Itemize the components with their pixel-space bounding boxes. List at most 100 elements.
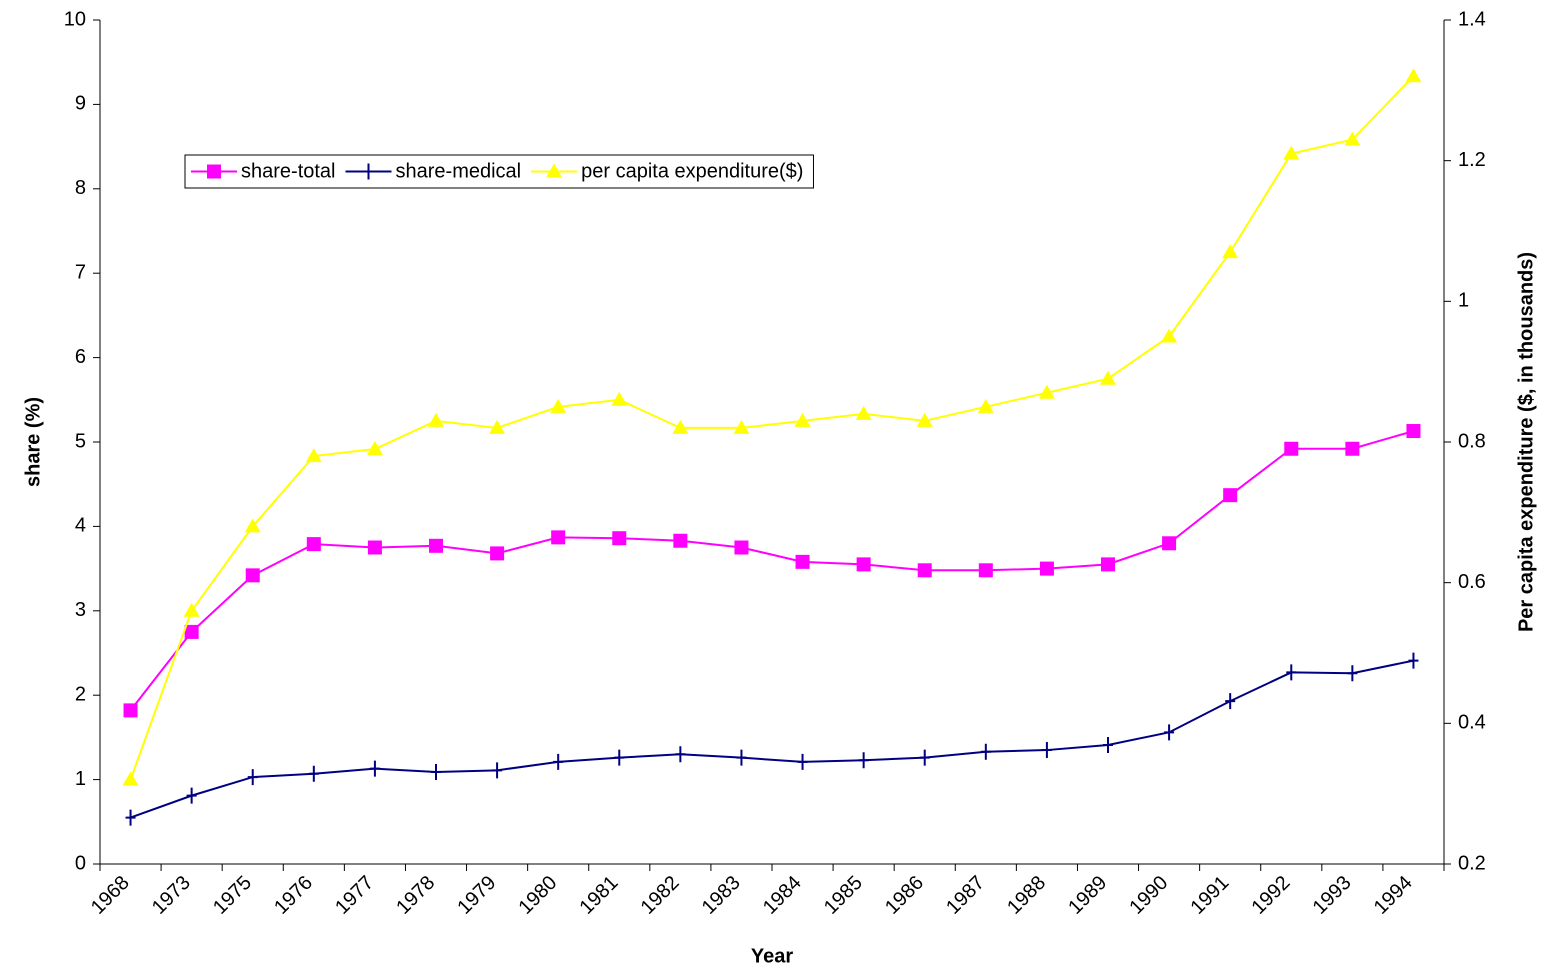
x-tick-label: 1975 xyxy=(209,872,256,919)
x-tick-label: 1991 xyxy=(1186,872,1233,919)
marker xyxy=(1162,536,1177,551)
x-tick-label: 1986 xyxy=(881,872,928,919)
marker xyxy=(919,749,930,766)
legend-label: share-medical xyxy=(396,160,522,182)
marker xyxy=(183,602,200,617)
marker xyxy=(1103,736,1113,753)
series-line xyxy=(129,430,1414,712)
legend-label: per capita expenditure($) xyxy=(581,160,803,182)
y-tick-label: 6 xyxy=(75,346,86,368)
marker xyxy=(978,563,993,578)
marker xyxy=(207,164,221,179)
marker xyxy=(429,538,443,553)
y2-tick-label: 0.2 xyxy=(1458,852,1486,874)
marker xyxy=(855,405,872,420)
x-tick-label: 1973 xyxy=(148,872,195,919)
legend: share-total share-medical per capita expen… xyxy=(184,154,814,189)
y2-tick-label: 1.4 xyxy=(1458,8,1486,30)
y-tick-label: 2 xyxy=(75,683,86,705)
x-tick-label: 1992 xyxy=(1248,872,1295,919)
series-line xyxy=(129,75,1415,780)
marker xyxy=(1345,441,1360,456)
y-tick-label: 8 xyxy=(75,177,86,199)
x-tick-label: 1989 xyxy=(1064,872,1111,919)
marker xyxy=(551,530,566,545)
y2-tick-label: 0.8 xyxy=(1458,430,1486,452)
marker xyxy=(125,809,136,826)
marker xyxy=(1039,561,1054,576)
marker xyxy=(1041,742,1052,759)
x-tick-label: 1985 xyxy=(820,872,867,919)
x-tick-label: 1976 xyxy=(270,872,317,919)
x-tick-label: 1993 xyxy=(1309,872,1356,919)
marker xyxy=(795,554,810,569)
marker xyxy=(734,540,749,555)
marker xyxy=(306,537,321,552)
x-tick-label: 1981 xyxy=(576,872,623,919)
x-tick-label: 1978 xyxy=(392,872,439,919)
y-axis-title: share (%) xyxy=(22,397,44,487)
marker xyxy=(244,518,261,533)
x-tick-label: 1988 xyxy=(1003,872,1050,919)
marker xyxy=(431,764,441,781)
marker xyxy=(428,412,444,427)
y-tick-label: 4 xyxy=(75,515,86,537)
marker xyxy=(546,163,563,178)
marker xyxy=(184,624,199,639)
x-tick-label: 1968 xyxy=(87,872,134,919)
marker xyxy=(611,391,628,406)
marker xyxy=(308,765,319,782)
marker xyxy=(672,419,689,434)
marker xyxy=(1223,488,1238,503)
marker xyxy=(369,760,380,777)
legend-label: share-total xyxy=(241,160,336,182)
marker xyxy=(489,419,506,434)
marker xyxy=(367,540,382,555)
marker xyxy=(916,412,933,427)
marker xyxy=(977,398,994,413)
y-tick-label: 10 xyxy=(64,8,86,30)
marker xyxy=(1222,244,1239,259)
marker xyxy=(550,398,567,413)
y2-tick-label: 0.4 xyxy=(1458,712,1486,734)
marker xyxy=(1344,131,1361,146)
y-tick-label: 3 xyxy=(75,599,86,621)
marker xyxy=(858,752,869,769)
y-tick-label: 9 xyxy=(75,93,86,115)
marker xyxy=(366,441,383,456)
y-tick-label: 1 xyxy=(75,768,86,790)
marker xyxy=(1405,68,1422,83)
marker xyxy=(1100,370,1116,385)
marker xyxy=(797,753,808,770)
marker xyxy=(1164,724,1175,741)
marker xyxy=(305,448,322,463)
marker xyxy=(553,753,564,770)
x-tick-label: 1990 xyxy=(1125,872,1172,919)
marker xyxy=(122,771,139,786)
y2-tick-label: 1 xyxy=(1458,290,1469,312)
marker xyxy=(492,762,503,779)
x-tick-label: 1984 xyxy=(759,872,806,919)
marker xyxy=(1161,328,1178,343)
marker xyxy=(1038,384,1055,399)
x-tick-label: 1979 xyxy=(453,872,500,919)
x-tick-label: 1977 xyxy=(331,872,378,919)
marker xyxy=(1406,424,1421,439)
y-tick-label: 7 xyxy=(75,261,86,283)
marker xyxy=(247,769,258,786)
marker xyxy=(614,749,625,766)
x-tick-label: 1994 xyxy=(1370,872,1417,919)
x-tick-label: 1980 xyxy=(514,872,561,919)
marker xyxy=(675,746,686,763)
x-tick-label: 1987 xyxy=(942,872,989,919)
y2-axis-title: Per capita expenditure ($, in thousands) xyxy=(1515,252,1537,632)
marker xyxy=(1101,557,1115,572)
marker xyxy=(186,787,197,804)
series-line xyxy=(130,659,1414,819)
y-tick-label: 5 xyxy=(75,430,86,452)
marker xyxy=(1347,665,1358,682)
marker xyxy=(1284,441,1299,456)
marker xyxy=(490,546,505,561)
